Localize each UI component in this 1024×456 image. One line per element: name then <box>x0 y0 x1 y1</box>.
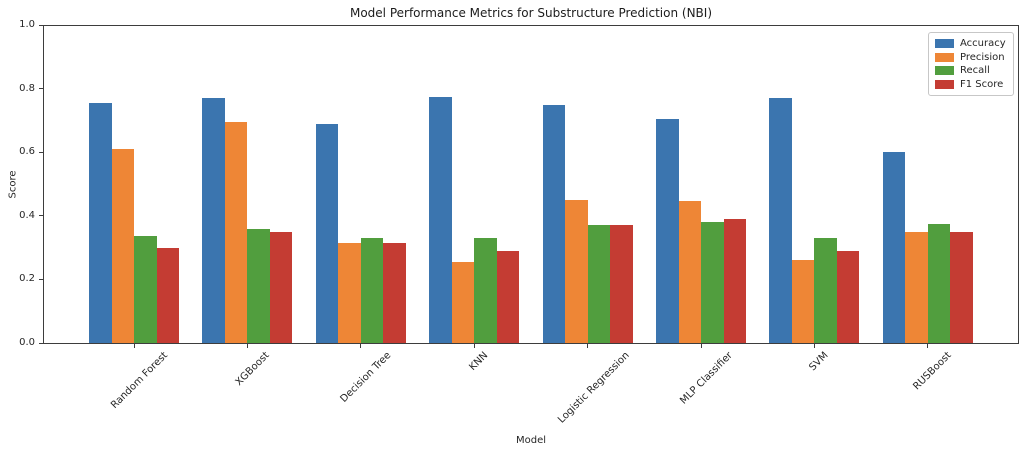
bar-recall-logistic-regression <box>587 225 611 343</box>
legend: Accuracy Precision Recall F1 Score <box>928 32 1014 96</box>
bar-accuracy-xgboost <box>202 98 225 343</box>
bar-recall-decision-tree <box>360 238 384 343</box>
x-tick-mark <box>473 344 475 348</box>
legend-item-recall: Recall <box>935 65 1007 76</box>
x-tick-label-xgboost: XGBoost <box>233 350 272 389</box>
y-tick-mark <box>39 278 43 280</box>
legend-label-f1-score: F1 Score <box>960 78 1004 90</box>
y-tick-label: 0.4 <box>19 209 35 221</box>
x-axis-label: Model <box>515 435 547 446</box>
legend-swatch-accuracy <box>935 39 954 48</box>
x-tick-label-logistic-regression: Logistic Regression <box>555 350 632 426</box>
y-tick-label: 0.0 <box>19 337 35 348</box>
bar-recall-mlp-classifier <box>701 222 724 343</box>
y-tick-mark <box>39 24 43 26</box>
y-axis-label-wrap: Score <box>0 25 26 344</box>
legend-swatch-precision <box>935 52 954 62</box>
legend-item-accuracy: Accuracy <box>935 38 1007 49</box>
x-tick-label-knn: KNN <box>466 350 490 374</box>
bar-f1-score-rusboost <box>950 231 973 343</box>
legend-swatch-f1-score <box>935 79 954 89</box>
bar-accuracy-rusboost <box>882 152 906 343</box>
y-tick-mark <box>39 342 43 344</box>
bar-precision-mlp-classifier <box>678 201 701 343</box>
x-tick-label-rusboost: RUSBoost <box>911 350 954 393</box>
legend-item-f1-score: F1 Score <box>935 79 1007 90</box>
x-tick-mark <box>246 344 248 348</box>
bar-recall-random-forest <box>134 236 157 343</box>
y-tick-label: 1.0 <box>19 19 35 30</box>
bar-precision-svm <box>791 260 815 343</box>
bar-accuracy-logistic-regression <box>542 104 566 343</box>
bar-f1-score-decision-tree <box>383 242 406 343</box>
y-tick-mark <box>39 151 43 153</box>
bar-precision-xgboost <box>224 121 248 343</box>
bar-recall-knn <box>474 238 497 343</box>
bar-precision-knn <box>451 261 475 343</box>
y-tick-mark <box>39 88 43 90</box>
legend-label-precision: Precision <box>960 51 1005 63</box>
bar-precision-decision-tree <box>338 242 361 343</box>
bar-f1-score-random-forest <box>156 247 179 343</box>
bar-accuracy-knn <box>429 96 452 343</box>
legend-label-recall: Recall <box>960 65 990 77</box>
bar-accuracy-svm <box>769 98 792 343</box>
x-tick-mark <box>133 344 135 348</box>
y-tick-label: 0.8 <box>19 82 35 94</box>
y-axis-label: Score <box>7 170 19 199</box>
legend-item-precision: Precision <box>935 52 1007 63</box>
x-tick-label-random-forest: Random Forest <box>108 350 170 412</box>
bar-f1-score-knn <box>496 250 520 343</box>
y-tick-mark <box>39 215 43 217</box>
x-tick-mark <box>813 344 815 348</box>
bar-precision-rusboost <box>905 231 928 343</box>
bar-accuracy-decision-tree <box>315 123 339 343</box>
x-tick-mark <box>927 344 929 348</box>
bar-precision-logistic-regression <box>565 199 588 343</box>
x-tick-mark <box>587 344 589 348</box>
plot-area <box>43 25 1019 344</box>
y-tick-label: 0.6 <box>19 146 35 158</box>
bar-recall-rusboost <box>927 223 951 343</box>
bar-f1-score-logistic-regression <box>610 225 633 343</box>
chart-title: Model Performance Metrics for Substructu… <box>349 6 713 20</box>
legend-label-accuracy: Accuracy <box>960 38 1006 49</box>
y-tick-label: 0.2 <box>19 273 35 285</box>
x-tick-label-mlp-classifier: MLP Classifier <box>678 350 735 407</box>
bar-f1-score-svm <box>836 250 860 343</box>
bar-f1-score-xgboost <box>269 231 293 343</box>
legend-swatch-recall <box>935 66 954 76</box>
bar-precision-random-forest <box>111 149 134 343</box>
x-tick-mark <box>700 344 702 348</box>
x-tick-label-decision-tree: Decision Tree <box>338 350 394 405</box>
bar-accuracy-random-forest <box>89 102 112 343</box>
bar-recall-xgboost <box>247 228 270 343</box>
bar-accuracy-mlp-classifier <box>656 118 679 343</box>
bar-recall-svm <box>814 238 837 343</box>
x-tick-label-svm: SVM <box>806 350 831 374</box>
bar-f1-score-mlp-classifier <box>723 218 746 343</box>
x-tick-mark <box>360 344 362 348</box>
